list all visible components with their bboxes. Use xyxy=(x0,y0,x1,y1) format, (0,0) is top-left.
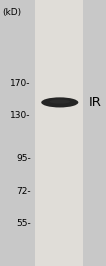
Text: (kD): (kD) xyxy=(2,8,21,17)
Text: 95-: 95- xyxy=(16,154,31,163)
Text: 72-: 72- xyxy=(16,187,31,196)
Ellipse shape xyxy=(50,99,70,104)
Text: 55-: 55- xyxy=(16,219,31,228)
Text: 130-: 130- xyxy=(10,111,31,120)
Ellipse shape xyxy=(41,97,78,107)
Bar xyxy=(35,0,83,266)
Text: 170-: 170- xyxy=(10,79,31,88)
Text: IR: IR xyxy=(89,96,102,109)
